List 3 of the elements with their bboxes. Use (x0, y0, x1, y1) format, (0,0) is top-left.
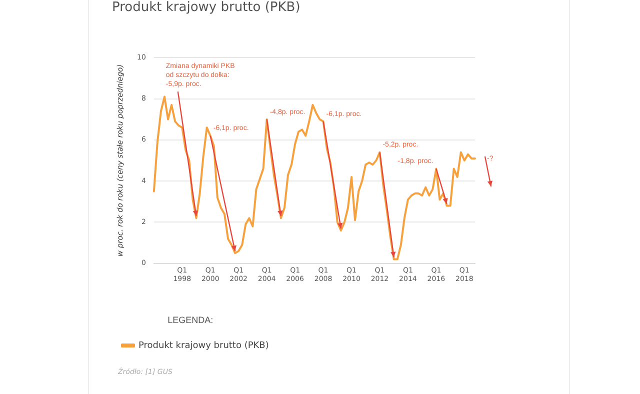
legend-label: Produkt krajowy brutto (PKB) (138, 340, 269, 351)
legend-title: LEGENDA: (168, 315, 214, 326)
chart-title: Produkt krajowy brutto (PKB) (112, 0, 300, 16)
